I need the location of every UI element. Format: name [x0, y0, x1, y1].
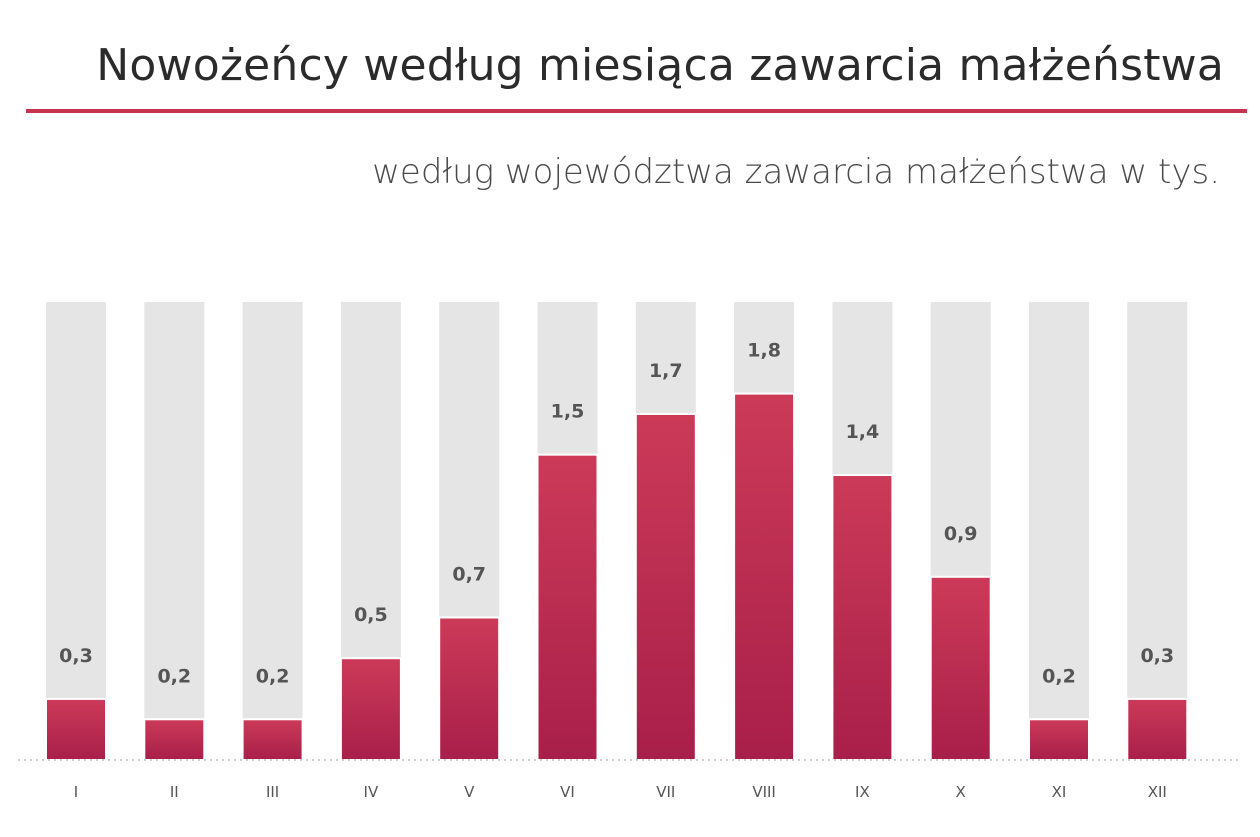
bar-track-XII [1127, 302, 1188, 760]
chart-subtitle: według województwa zawarcia małżeństwa w… [372, 152, 1220, 192]
x-tick-label-VI: VI [560, 783, 575, 801]
x-tick-label-X: X [956, 783, 966, 801]
bar-XI [1028, 718, 1090, 761]
bar-II [143, 718, 206, 761]
value-label-XI: 0,2 [1042, 665, 1076, 687]
value-label-II: 0,2 [157, 665, 191, 687]
bar-I [45, 697, 107, 762]
bar-track-I [46, 302, 106, 760]
value-label-I: 0,3 [59, 645, 93, 667]
value-label-V: 0,7 [452, 564, 486, 586]
x-tick-labels: I II III IV V VI VII VIII IX X XI XII [74, 783, 1167, 801]
x-tick-label-XII: XII [1148, 783, 1167, 801]
value-labels: 0,3 0,2 0,2 0,5 0,7 1,5 1,7 1,8 1,4 0,9 0,2 0,3 [59, 340, 1174, 688]
value-label-VI: 1,5 [551, 401, 585, 423]
bar-track-II [144, 302, 205, 760]
x-tick-label-IV: IV [364, 783, 379, 801]
bars [45, 392, 1189, 762]
bar-X [929, 575, 992, 761]
chart-title: Nowożeńcy według miesiąca zawarcia małże… [96, 40, 1224, 91]
bar-track-XI [1029, 302, 1089, 760]
bar-IV [339, 657, 402, 762]
bar-XII [1126, 697, 1189, 762]
value-label-VII: 1,7 [649, 360, 683, 382]
value-label-IX: 1,4 [846, 421, 880, 443]
x-tick-label-II: II [170, 783, 179, 801]
x-tick-label-I: I [74, 783, 78, 801]
x-tick-label-V: V [464, 783, 475, 801]
bar-III [241, 718, 304, 761]
bar-VI [536, 453, 599, 761]
x-tick-label-XI: XI [1052, 783, 1067, 801]
bar-IX [831, 474, 894, 761]
bar-V [438, 616, 501, 761]
bar-VIII [733, 392, 796, 761]
x-tick-label-IX: IX [855, 783, 870, 801]
title-underline [26, 109, 1247, 113]
x-tick-label-VII: VII [656, 783, 675, 801]
value-label-VIII: 1,8 [747, 340, 781, 362]
value-label-IV: 0,5 [354, 604, 388, 626]
value-label-III: 0,2 [256, 665, 290, 687]
bar-track-III [242, 302, 303, 760]
bar-tracks [46, 302, 1188, 760]
x-tick-label-VIII: VIII [752, 783, 776, 801]
bar-VII [634, 412, 697, 761]
value-label-X: 0,9 [944, 523, 978, 545]
x-tick-label-III: III [266, 783, 279, 801]
value-label-XII: 0,3 [1140, 645, 1174, 667]
